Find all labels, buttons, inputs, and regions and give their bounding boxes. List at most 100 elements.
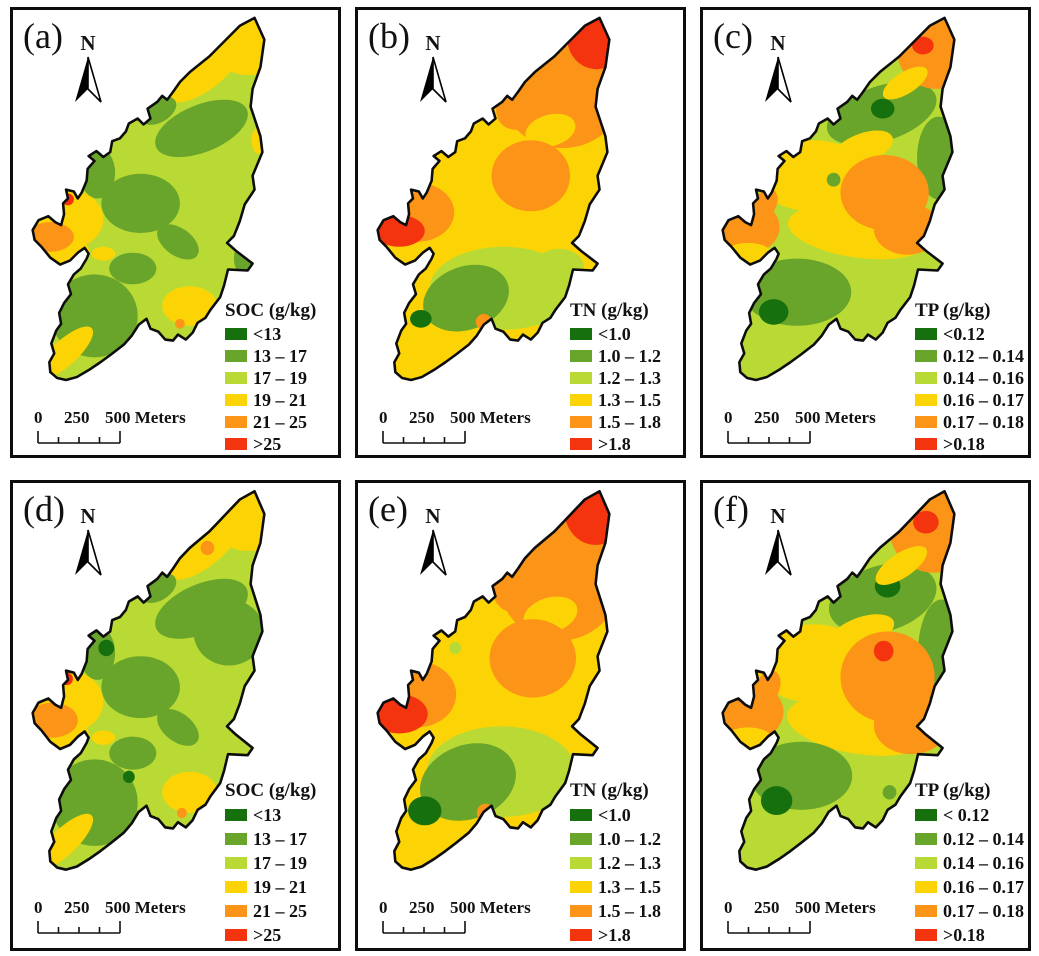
legend-item-label: <13 xyxy=(253,804,282,825)
legend-title: TP (g/kg) xyxy=(915,300,991,321)
panel-label: (c) xyxy=(713,16,753,56)
legend-swatch xyxy=(570,857,592,869)
legend-item: >1.8 xyxy=(570,923,683,947)
legend-item-label: 17 – 19 xyxy=(253,852,307,873)
legend-item: 0.17 – 0.18 xyxy=(915,411,1028,433)
legend-swatch xyxy=(915,372,937,384)
legend-item-label: 1.0 – 1.2 xyxy=(598,345,661,366)
legend-item-label: 19 – 21 xyxy=(253,389,307,410)
legend-item-label: <0.12 xyxy=(943,323,985,344)
legend-swatch xyxy=(225,929,247,941)
legend-swatch xyxy=(225,857,247,869)
panel-label: (b) xyxy=(368,16,410,56)
legend-item: >0.18 xyxy=(915,433,1028,455)
legend-item: 1.2 – 1.3 xyxy=(570,367,683,389)
legend-swatch xyxy=(915,394,937,406)
legend-swatch xyxy=(915,350,937,362)
legend-swatch xyxy=(570,833,592,845)
legend-item-label: <1.0 xyxy=(598,804,631,825)
legend-swatch xyxy=(225,809,247,821)
legend-item-label: 0.16 – 0.17 xyxy=(943,876,1024,897)
north-arrow: N xyxy=(66,505,110,577)
north-arrow: N xyxy=(756,505,800,577)
legend-swatch xyxy=(225,372,247,384)
scale-end: 500 Meters xyxy=(450,898,531,917)
panel-label: (f) xyxy=(713,489,749,529)
scale-bar: 0 250 500 Meters xyxy=(379,898,557,938)
legend-item-label: 0.14 – 0.16 xyxy=(943,367,1024,388)
legend-item: >1.8 xyxy=(570,433,683,455)
scale-bar: 0 250 500 Meters xyxy=(724,898,902,938)
legend-item: <1.0 xyxy=(570,803,683,827)
panel-e: (e) N TN (g/kg) <1.0 1.0 – 1.2 1.2 – 1.3… xyxy=(355,480,686,951)
scale-zero: 0 xyxy=(724,408,733,427)
scale-bar: 0 250 500 Meters xyxy=(34,898,212,938)
legend-item-label: 21 – 25 xyxy=(253,411,307,432)
scale-bar-ticks xyxy=(727,921,811,934)
legend-item-label: 13 – 17 xyxy=(253,345,307,366)
legend-swatch xyxy=(225,394,247,406)
north-label: N xyxy=(425,31,441,55)
legend-item: >25 xyxy=(225,433,338,455)
legend-item-label: >25 xyxy=(253,433,282,454)
legend-item: 0.14 – 0.16 xyxy=(915,367,1028,389)
panel-label: (e) xyxy=(368,489,408,529)
panel-d: (d) N SOC (g/kg) <13 13 – 17 17 – 19 19 … xyxy=(10,480,341,951)
legend-title: SOC (g/kg) xyxy=(225,300,317,321)
legend-item: 1.3 – 1.5 xyxy=(570,875,683,899)
legend: TP (g/kg) < 0.12 0.12 – 0.14 0.14 – 0.16… xyxy=(915,779,1028,947)
map-d-soc xyxy=(31,489,266,871)
legend-item: 0.16 – 0.17 xyxy=(915,389,1028,411)
legend-item-label: 1.5 – 1.8 xyxy=(598,411,661,432)
legend-item: 0.14 – 0.16 xyxy=(915,851,1028,875)
legend-item-label: 1.0 – 1.2 xyxy=(598,828,661,849)
legend-swatch xyxy=(225,350,247,362)
legend-swatch xyxy=(225,905,247,917)
north-arrow-icon xyxy=(765,529,792,576)
legend-item: >25 xyxy=(225,923,338,947)
legend-item: 1.3 – 1.5 xyxy=(570,389,683,411)
legend-item-label: 13 – 17 xyxy=(253,828,307,849)
legend-swatch xyxy=(225,833,247,845)
north-arrow-icon xyxy=(765,56,792,103)
north-arrow-icon xyxy=(420,56,447,103)
legend-swatch xyxy=(570,394,592,406)
scale-bar: 0 250 500 Meters xyxy=(379,408,557,448)
soil-class-regions xyxy=(377,491,610,870)
legend-item-label: 0.12 – 0.14 xyxy=(943,828,1024,849)
map-b-tn xyxy=(376,16,611,382)
legend-swatch xyxy=(915,416,937,428)
scale-zero: 0 xyxy=(34,408,43,427)
legend-item: 19 – 21 xyxy=(225,389,338,411)
scale-mid: 250 xyxy=(754,898,780,917)
scale-bar-ticks xyxy=(727,431,811,444)
north-arrow: N xyxy=(411,32,455,104)
legend-title: SOC (g/kg) xyxy=(225,780,317,801)
legend-item: <1.0 xyxy=(570,323,683,345)
legend-swatch xyxy=(225,438,247,450)
legend-item: 13 – 17 xyxy=(225,827,338,851)
scale-zero: 0 xyxy=(34,898,43,917)
legend-item-label: <13 xyxy=(253,323,282,344)
legend-item: 0.12 – 0.14 xyxy=(915,827,1028,851)
legend-swatch xyxy=(570,929,592,941)
legend-item-label: <1.0 xyxy=(598,323,631,344)
north-arrow-icon xyxy=(75,529,102,576)
scale-mid: 250 xyxy=(409,898,435,917)
north-arrow-icon xyxy=(420,529,447,576)
legend-item-label: 1.2 – 1.3 xyxy=(598,367,661,388)
panel-f: (f) N TP (g/kg) < 0.12 0.12 – 0.14 0.14 … xyxy=(700,480,1031,951)
legend: TP (g/kg) <0.12 0.12 – 0.14 0.14 – 0.16 … xyxy=(915,299,1028,455)
legend-swatch xyxy=(570,905,592,917)
panel-b: (b) N TN (g/kg) <1.0 1.0 – 1.2 1.2 – 1.3… xyxy=(355,7,686,458)
scale-mid: 250 xyxy=(64,898,90,917)
legend-item: <13 xyxy=(225,323,338,345)
legend-item: 17 – 19 xyxy=(225,367,338,389)
scale-zero: 0 xyxy=(724,898,733,917)
north-arrow: N xyxy=(66,32,110,104)
scale-bar-ticks xyxy=(382,431,466,444)
legend-item-label: >25 xyxy=(253,924,282,945)
legend-item-label: < 0.12 xyxy=(943,804,990,825)
legend-swatch xyxy=(570,416,592,428)
north-arrow: N xyxy=(756,32,800,104)
